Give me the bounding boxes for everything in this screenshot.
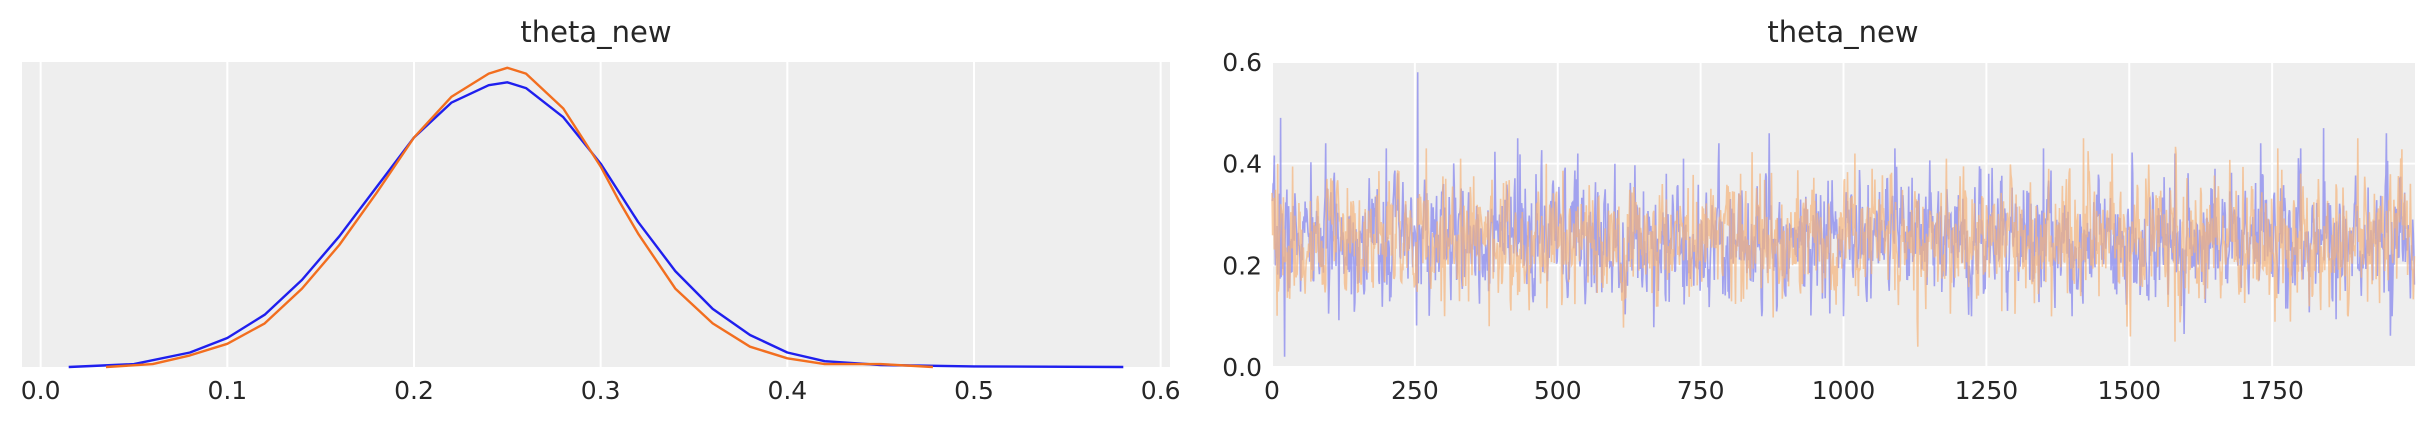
trace-x-tick-label: 1250 — [1955, 376, 2019, 405]
trace-panel: 0 250 500 750 1000 1250 1500 1750 0.00.20.40.6 … — [1222, 15, 2416, 405]
density-panel: 0.0 0.1 0.2 0.3 0.4 0.5 0.6 theta_new — [21, 15, 1181, 405]
trace-x-tick-label: 0 — [1264, 376, 1280, 405]
density-gridlines — [39, 62, 1162, 367]
density-plot-area — [22, 62, 1170, 367]
trace-y-tick-label: 0.4 — [1222, 150, 1262, 179]
density-curve-1 — [105, 66, 933, 369]
trace-x-tick-label: 1500 — [2097, 376, 2161, 405]
density-curves — [68, 66, 1124, 369]
density-x-tick-label: 0.6 — [1141, 376, 1181, 405]
density-curve-0 — [68, 81, 1124, 369]
density-x-tick-label: 0.2 — [394, 376, 434, 405]
trace-x-tick-label: 750 — [1677, 376, 1725, 405]
density-x-tick-label: 0.4 — [767, 376, 807, 405]
trace-y-tick-labels: 0.0 0.2 0.4 0.6 — [1222, 48, 1262, 382]
density-x-tick-label: 0.1 — [207, 376, 247, 405]
density-x-tick-labels: 0.0 0.1 0.2 0.3 0.4 0.5 0.6 — [21, 376, 1181, 405]
trace-line-1 — [1271, 138, 2416, 347]
trace-x-tick-labels: 0 250 500 750 1000 1250 1500 1750 — [1264, 376, 2304, 405]
density-x-tick-label: 0.0 — [21, 376, 61, 405]
trace-x-tick-label: 500 — [1534, 376, 1582, 405]
trace-lines — [1271, 72, 2416, 357]
trace-x-tick-label: 250 — [1391, 376, 1439, 405]
trace-x-tick-label: 1750 — [2240, 376, 2304, 405]
density-title: theta_new — [520, 15, 671, 49]
trace-title: theta_new — [1767, 15, 1918, 49]
density-x-tick-label: 0.5 — [954, 376, 994, 405]
density-x-tick-label: 0.3 — [581, 376, 621, 405]
trace-y-tick-label: 0.0 — [1222, 353, 1262, 382]
trace-y-tick-label: 0.2 — [1222, 251, 1262, 280]
trace-y-tick-label: 0.6 — [1222, 48, 1262, 77]
trace-x-tick-label: 1000 — [1812, 376, 1876, 405]
